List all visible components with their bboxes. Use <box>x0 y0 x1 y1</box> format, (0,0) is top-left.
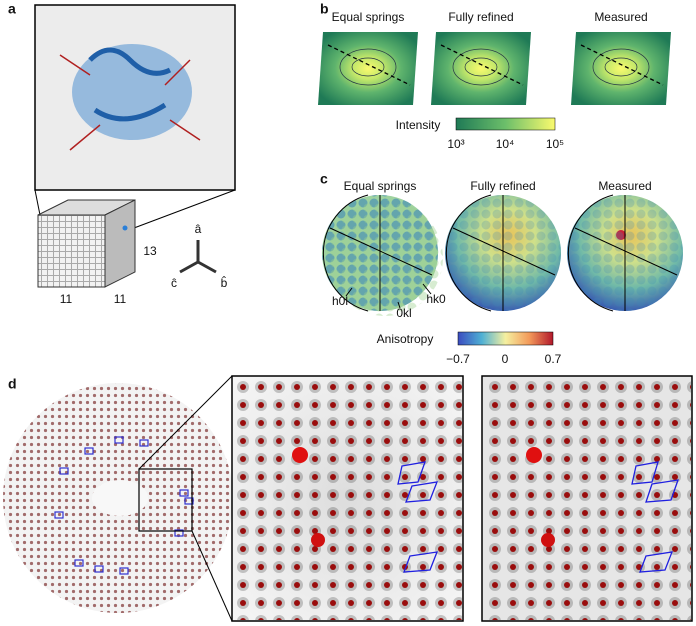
panel-label: a <box>8 1 16 17</box>
plane-label: h0l <box>332 294 348 308</box>
panel-c-spheres <box>322 194 683 316</box>
axis-label: b̂ <box>221 275 228 290</box>
colorbar <box>457 331 554 346</box>
protein-ribbon <box>88 47 172 122</box>
beamstop-region <box>92 480 148 516</box>
plane-label: 0kl <box>396 306 411 320</box>
highlighted-reflections <box>54 436 194 575</box>
sphere <box>567 194 683 312</box>
sphere <box>445 194 561 312</box>
lattice-dim: 13 <box>143 244 157 258</box>
map <box>571 32 671 105</box>
cube-side <box>104 199 136 288</box>
colorbar <box>455 117 556 131</box>
sphere-title: Fully refined <box>470 179 535 193</box>
leader-lines <box>345 283 432 309</box>
plane-label: hk0 <box>426 292 446 306</box>
sphere-title: Equal springs <box>344 179 417 193</box>
sphere <box>322 194 443 316</box>
colorbar-title: Intensity <box>396 118 441 132</box>
panel-label: b <box>320 1 329 17</box>
colorbar-tick: 10⁵ <box>546 137 564 151</box>
map-title: Measured <box>594 10 647 24</box>
sphere-title: Measured <box>598 179 651 193</box>
panel-label: d <box>8 376 17 392</box>
colorbar-title: Anisotropy <box>377 332 434 346</box>
zoom-line <box>138 375 233 470</box>
colorbar-tick: −0.7 <box>446 352 470 366</box>
unit-cell-highlight <box>122 225 128 231</box>
zoom-simulated <box>231 375 464 622</box>
zoom-line <box>133 189 236 229</box>
map <box>431 32 531 105</box>
contacts <box>59 54 201 151</box>
axis-label: â <box>195 222 202 236</box>
lattice-dim: 11 <box>114 292 127 306</box>
lattice-dim: 11 <box>60 292 73 306</box>
map <box>318 32 418 105</box>
colorbar-tick: 10³ <box>447 137 464 151</box>
colorbar-tick: 0.7 <box>545 352 562 366</box>
zoom-box <box>138 468 193 532</box>
map-title: Fully refined <box>448 10 513 24</box>
zoom-measured <box>481 375 693 622</box>
axis-triad <box>179 240 217 274</box>
colorbar-tick: 0 <box>502 352 509 366</box>
map-title: Equal springs <box>332 10 405 24</box>
colorbar-tick: 10⁴ <box>496 137 515 151</box>
zoom-line <box>34 189 41 216</box>
zoom-line <box>191 530 233 622</box>
panel-b-maps <box>318 32 671 105</box>
axis-label: ĉ <box>171 276 177 290</box>
panel-label: c <box>320 171 328 187</box>
cube-front <box>37 214 106 288</box>
